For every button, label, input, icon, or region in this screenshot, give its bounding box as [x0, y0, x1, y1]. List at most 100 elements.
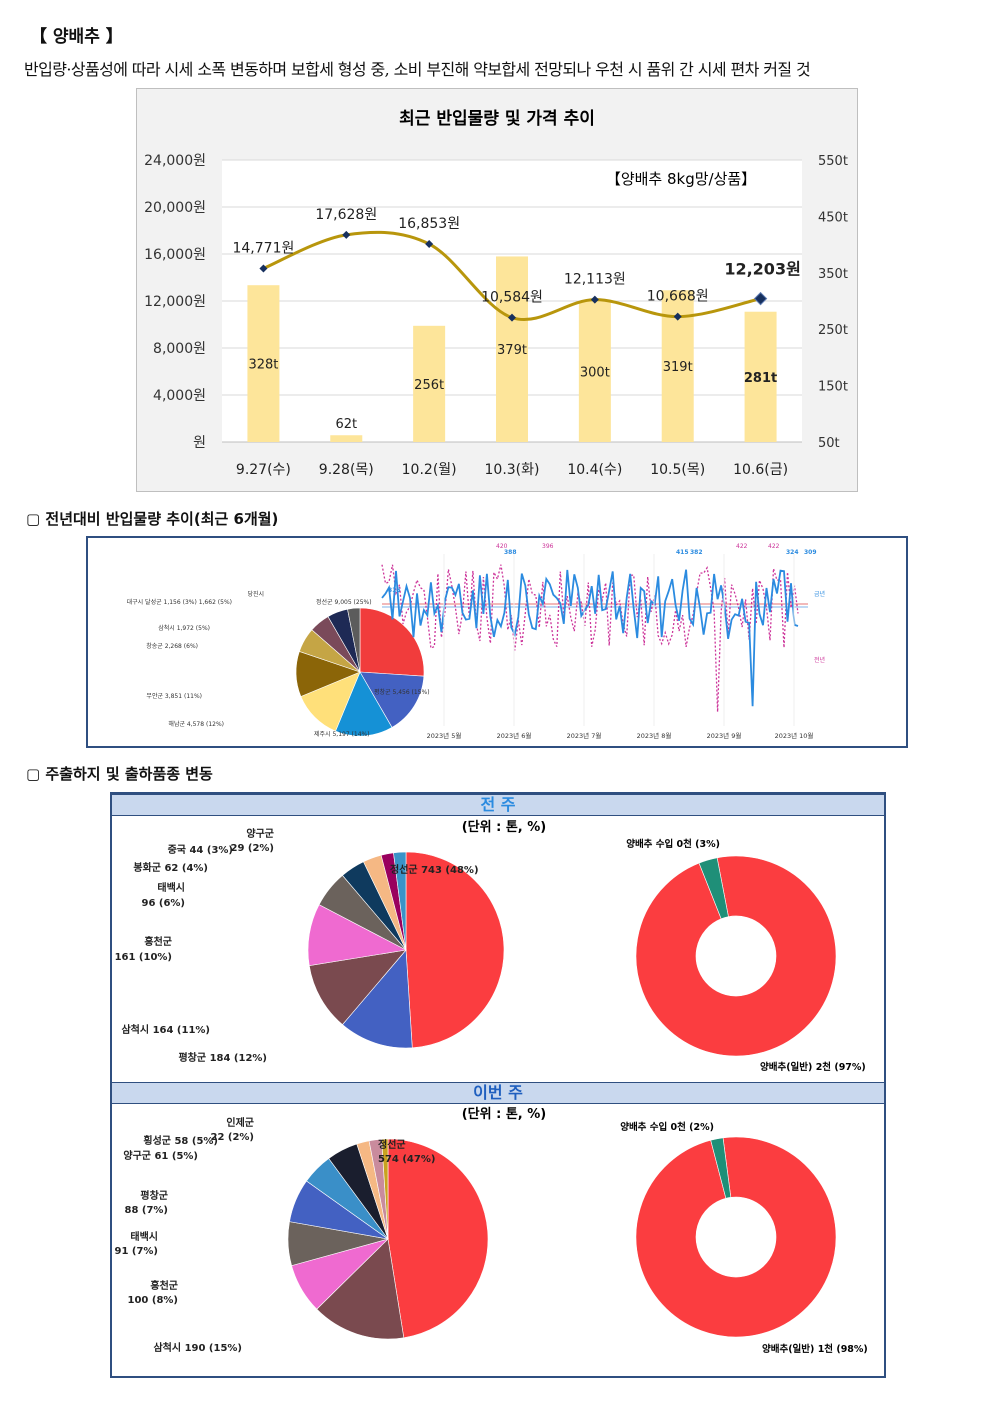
variety-label: 양배추 수입 0천 (2%)	[620, 1121, 714, 1133]
volume-trend-panel: 정선군 9,005 (25%) 평창군 5,456 (15%) 제주시 5,197 …	[86, 536, 908, 748]
six-month-pie-labels: 정선군 9,005 (25%) 평창군 5,456 (15%) 제주시 5,197 …	[127, 590, 430, 738]
region-label: 574 (47%)	[378, 1154, 435, 1165]
region-label: 양구군	[246, 828, 274, 840]
region-label: 삼척시 190 (15%)	[153, 1341, 242, 1354]
variety-label: 양배추(일반) 2천 (97%)	[760, 1061, 866, 1073]
region-label: 태백시	[130, 1230, 158, 1243]
month-tick: 2023년 5월	[427, 731, 462, 740]
category-label: 10.6(금)	[733, 462, 788, 478]
volume-bar	[330, 435, 363, 442]
right-tick-label: 550t	[818, 154, 848, 169]
this-year-annotation: 382	[690, 549, 703, 556]
this-year-annotation: 415	[676, 549, 689, 556]
six-month-pie-label: 해남군 4,578 (12%)	[168, 720, 224, 728]
price-label: 14,771원	[232, 240, 294, 256]
right-tick-label: 350t	[818, 267, 848, 282]
legend-last-year: 전년	[814, 656, 825, 664]
region-label: 양구군 61 (5%)	[123, 1150, 198, 1162]
month-tick: 2023년 6월	[497, 731, 532, 740]
variety-label: 양배추(일반) 1천 (98%)	[762, 1343, 868, 1355]
this-week-region-pie	[287, 1138, 489, 1340]
left-axis: 24,000원 20,000원 16,000원 12,000원 8,000원 4,000원…	[144, 153, 206, 451]
this-year-annotation: 316	[388, 587, 401, 594]
six-month-pie-label: 정선군 9,005 (25%)	[316, 598, 372, 606]
pie-slice	[342, 949, 413, 1049]
prev-week-variety-donut: 양배추 수입 0천 (3%) 양배추(일반) 2천 (97%)	[626, 838, 866, 1073]
region-label: 88 (7%)	[124, 1205, 168, 1216]
region-label: 인제군	[226, 1116, 254, 1129]
pie-slice	[308, 949, 407, 1026]
region-label: 161 (10%)	[115, 952, 172, 963]
month-tick: 2023년 10월	[775, 731, 814, 740]
pie-slice	[335, 671, 393, 737]
price-marker	[342, 230, 351, 239]
this-year-series	[381, 569, 799, 707]
section-title-volume-trend: ▢ 전년대비 반입물량 추이(최근 6개월)	[26, 510, 279, 528]
pie-slice	[387, 1138, 489, 1339]
left-tick-label: 12,000원	[144, 294, 206, 310]
category-label: 10.2(월)	[402, 462, 457, 478]
price-marker	[673, 312, 682, 321]
region-label: 정선군	[378, 1138, 406, 1151]
pie-slice	[359, 671, 425, 728]
right-axis: 550t 450t 350t 250t 150t 50t	[818, 154, 848, 451]
volume-label: 379t	[497, 343, 527, 358]
this-year-annotation: 309	[804, 549, 817, 556]
left-tick-label: 4,000원	[153, 388, 206, 404]
price-label: 17,628원	[315, 207, 377, 223]
unit-label: (단위 : 톤, %)	[462, 1106, 547, 1122]
category-label: 10.4(수)	[567, 462, 622, 478]
pie-slice	[381, 1138, 389, 1240]
pie-slice	[316, 1238, 405, 1340]
price-volume-chart: 최근 반입물량 및 가격 추이 24,000원 20,000원 16,000원 12,…	[136, 88, 858, 492]
category-label: 9.27(수)	[236, 462, 291, 478]
price-markers	[259, 230, 768, 322]
prev-week-region-labels: 정선군 743 (48%) 평창군 184 (12%) 삼척시 164 (11%) 홍…	[115, 828, 479, 1064]
pie-slice	[347, 607, 361, 673]
volume-bar	[578, 301, 611, 442]
right-tick-label: 150t	[818, 380, 848, 395]
summary-text: 반입량·상품성에 따라 시세 소폭 변동하며 보합세 형성 중, 소비 부진해 …	[24, 60, 811, 79]
unit-note: 【양배추 8kg망/상품】	[606, 170, 756, 188]
volume-label: 300t	[580, 366, 610, 381]
prev-week-region-pie	[307, 851, 505, 1049]
region-label: 태백시	[157, 881, 185, 894]
six-month-pie-label: 대구시 달성군 1,156 (3%) 1,662 (5%)	[127, 598, 232, 606]
volume-bar	[247, 285, 280, 442]
chart-title: 최근 반입물량 및 가격 추이	[399, 109, 595, 129]
pie-slice	[359, 607, 425, 677]
region-label: 봉화군 62 (4%)	[133, 862, 208, 874]
price-labels: 14,771원 17,628원 16,853원 10,584원 12,113원 10,66…	[232, 207, 800, 306]
last-year-annotation: 422	[768, 543, 780, 550]
price-marker	[425, 239, 434, 248]
this-week-region-labels: 정선군 574 (47%) 삼척시 190 (15%) 홍천군 100 (8%) 태백시 9…	[114, 1116, 435, 1354]
pie-slice	[710, 1137, 732, 1199]
region-label: 평창군	[140, 1189, 168, 1202]
region-label: 29 (2%)	[230, 843, 274, 854]
month-tick: 2023년 7월	[567, 731, 602, 740]
region-label: 22 (2%)	[210, 1132, 254, 1143]
last-year-annotation: 422	[736, 543, 748, 550]
volume-labels: 328t 62t 256t 379t 300t 319t 281t	[248, 343, 777, 432]
pie-slice	[405, 851, 505, 1049]
region-label: 96 (6%)	[141, 898, 185, 909]
origin-panel: 전 주 이번 주 (단위 : 톤, %) 정선군 743 (48%) 평창군 18…	[110, 792, 886, 1378]
last-year-annotation: 420	[496, 543, 508, 550]
six-month-pie-label: 평창군 5,456 (15%)	[374, 688, 430, 696]
six-month-pie-label: 무안군 3,851 (11%)	[146, 692, 202, 700]
page-heading: 【 양배추 】	[30, 27, 123, 47]
unit-label: (단위 : 톤, %)	[462, 819, 547, 835]
price-marker	[508, 313, 516, 322]
region-label: 100 (8%)	[128, 1295, 178, 1306]
right-tick-label: 50t	[818, 436, 840, 451]
volume-label: 256t	[414, 378, 444, 393]
price-label: 16,853원	[398, 216, 460, 232]
this-year-annotation: 324	[786, 549, 799, 556]
six-month-pie-label: 삼척시 1,972 (5%)	[158, 624, 210, 632]
left-tick-label: 원	[193, 435, 206, 451]
six-month-pie-label: 창송군 2,268 (6%)	[146, 642, 198, 650]
pie-slice	[635, 1136, 837, 1338]
left-tick-label: 24,000원	[144, 153, 206, 169]
pie-slice	[393, 851, 407, 951]
volume-bar	[496, 256, 528, 442]
